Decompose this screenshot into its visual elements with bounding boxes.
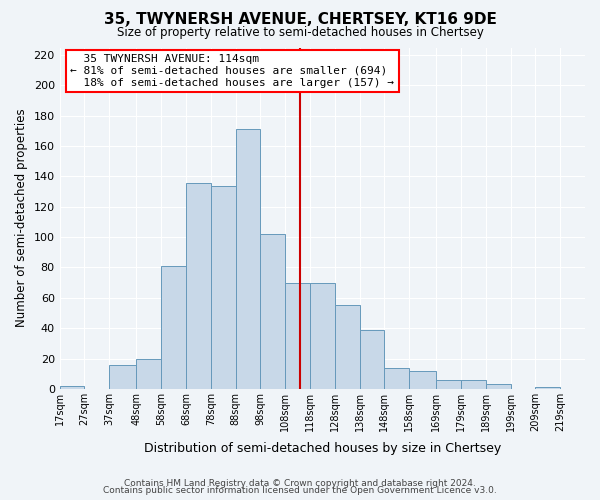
Bar: [260, 234, 285, 389]
Bar: [310, 282, 335, 389]
Text: 35 TWYNERSH AVENUE: 114sqm
← 81% of semi-detached houses are smaller (694)
  18%: 35 TWYNERSH AVENUE: 114sqm ← 81% of semi…: [70, 54, 394, 88]
Bar: [236, 130, 260, 389]
Bar: [109, 364, 136, 389]
Bar: [535, 388, 560, 389]
Text: Contains HM Land Registry data © Crown copyright and database right 2024.: Contains HM Land Registry data © Crown c…: [124, 478, 476, 488]
Bar: [136, 358, 161, 389]
X-axis label: Distribution of semi-detached houses by size in Chertsey: Distribution of semi-detached houses by …: [144, 442, 501, 455]
Bar: [461, 380, 486, 389]
Bar: [436, 380, 461, 389]
Bar: [211, 186, 236, 389]
Text: 35, TWYNERSH AVENUE, CHERTSEY, KT16 9DE: 35, TWYNERSH AVENUE, CHERTSEY, KT16 9DE: [104, 12, 496, 28]
Bar: [335, 306, 359, 389]
Text: Size of property relative to semi-detached houses in Chertsey: Size of property relative to semi-detach…: [116, 26, 484, 39]
Bar: [186, 182, 211, 389]
Bar: [409, 370, 436, 389]
Bar: [359, 330, 384, 389]
Bar: [59, 386, 85, 389]
Bar: [161, 266, 186, 389]
Bar: [285, 282, 310, 389]
Y-axis label: Number of semi-detached properties: Number of semi-detached properties: [15, 109, 28, 328]
Bar: [384, 368, 409, 389]
Text: Contains public sector information licensed under the Open Government Licence v3: Contains public sector information licen…: [103, 486, 497, 495]
Bar: [486, 384, 511, 389]
